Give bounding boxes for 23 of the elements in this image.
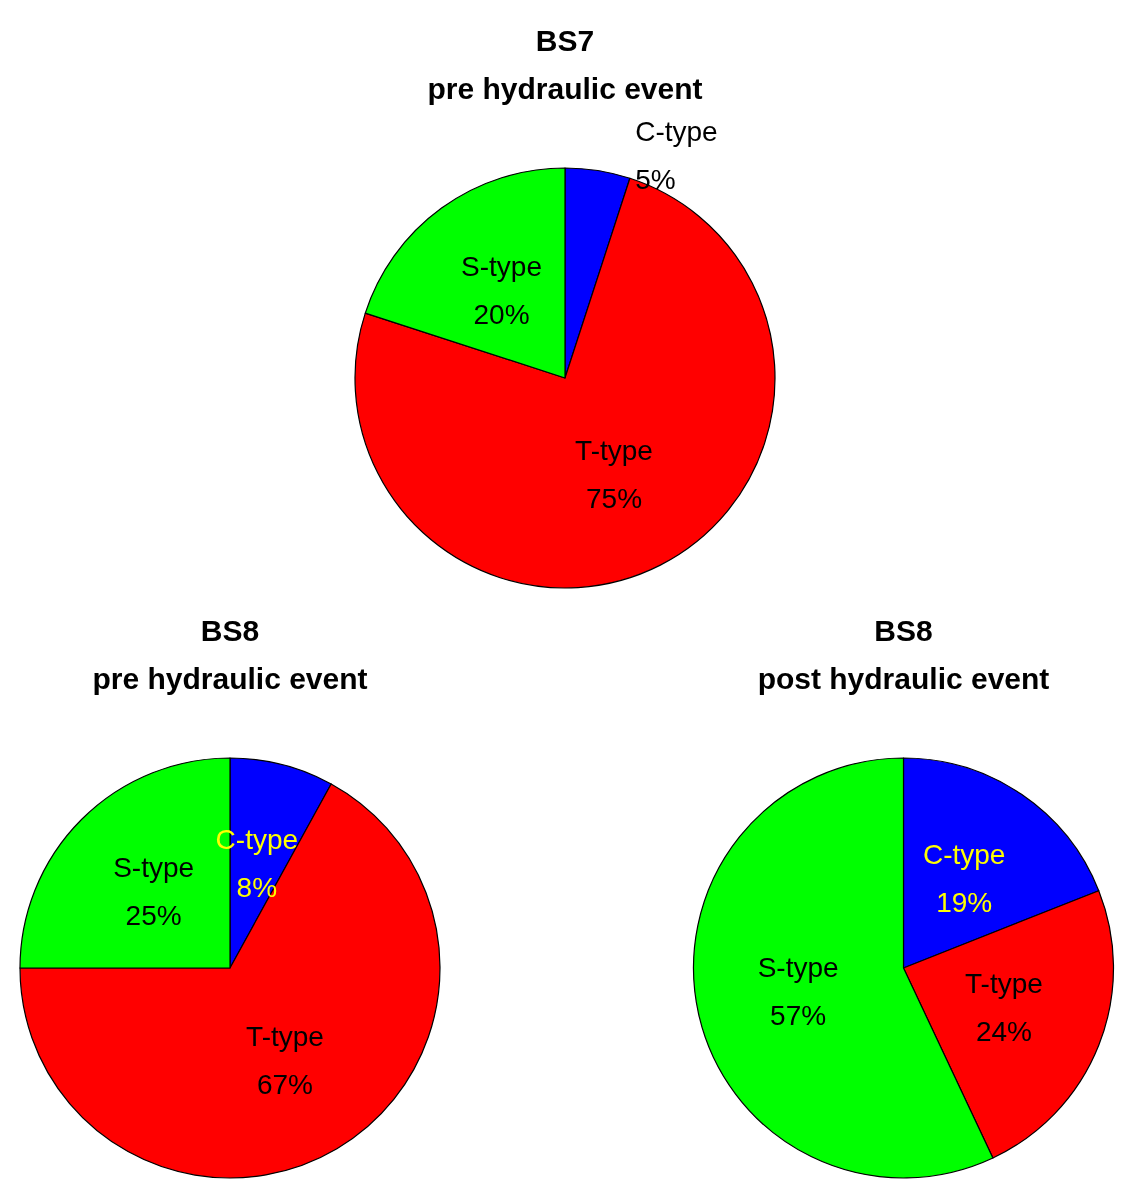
slice-label: S-type: [757, 952, 839, 984]
chart-subtitle: post hydraulic event: [757, 661, 1050, 695]
chart-subtitle: pre hydraulic event: [92, 661, 368, 695]
data-label: 8%: [236, 871, 278, 903]
data-label: 19%: [936, 887, 993, 919]
data-label: 67%: [256, 1069, 313, 1101]
slice-label: C-type: [922, 839, 1006, 871]
slice-label: T-type: [575, 434, 653, 466]
slice-label: S-type: [461, 251, 542, 283]
slice-label: S-type: [113, 852, 195, 884]
chart-title: BS7: [535, 23, 595, 57]
data-label: 24%: [975, 1016, 1032, 1048]
chart-title: BS8: [874, 613, 933, 647]
slice-label: C-type: [635, 116, 718, 148]
slice-label: T-type: [965, 968, 1043, 1000]
data-label: 75%: [586, 482, 643, 514]
slice-label: T-type: [246, 1021, 324, 1053]
data-label: 57%: [770, 1000, 827, 1032]
data-label: 25%: [125, 900, 182, 932]
data-label: 20%: [473, 299, 530, 331]
chart-subtitle: pre hydraulic event: [427, 71, 703, 105]
data-label: 5%: [635, 164, 676, 196]
chart-title: BS8: [200, 613, 260, 647]
